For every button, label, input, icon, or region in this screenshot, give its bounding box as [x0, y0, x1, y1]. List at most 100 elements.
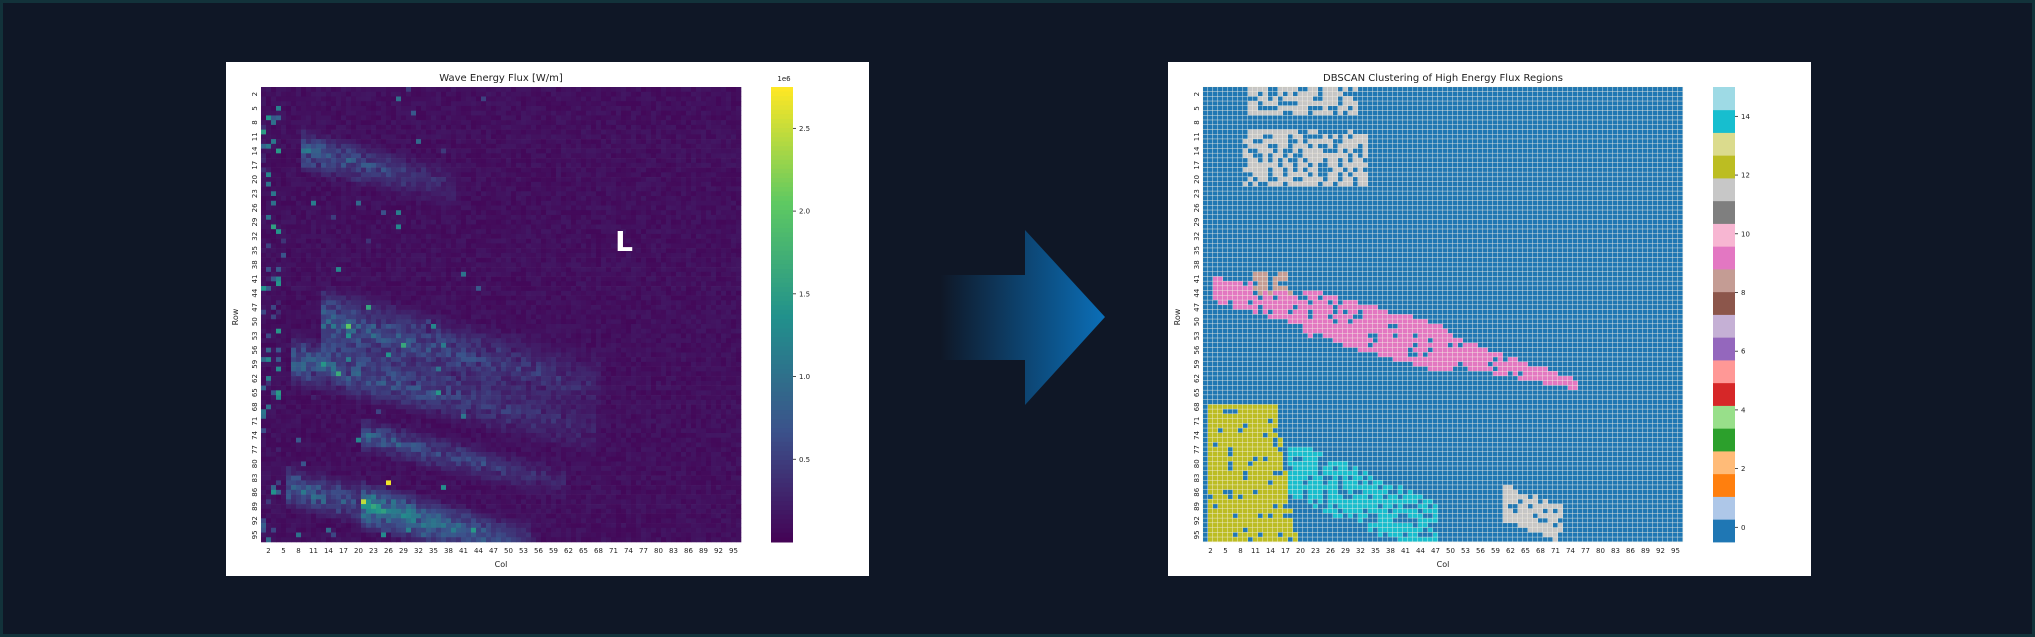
x-tick-labels: 2 5 8 11 14 17 20 23 26 29 32 35 38 41 44 47 50 53 56 59 62 6… — [266, 547, 738, 555]
y-tick-label: 47 — [251, 303, 259, 312]
chart-title: Wave Energy Flux [W/m] — [439, 73, 563, 84]
y-tick-label: 59 — [251, 360, 259, 369]
x-tick-label: 47 — [1431, 547, 1440, 555]
y-tick-label: 8 — [1193, 120, 1201, 124]
y-tick-labels: 2 5 8 11 14 17 20 23 26 29 32 35 38 41 44 47 50 53 56 59 62 6… — [1193, 92, 1201, 539]
x-tick-label: 68 — [1536, 547, 1545, 555]
y-tick-label: 35 — [251, 246, 259, 255]
x-tick-label: 32 — [1356, 547, 1365, 555]
y-tick-label: 20 — [251, 175, 259, 184]
colorbar-tick-label: 2.0 — [799, 208, 810, 216]
x-tick-label: 35 — [429, 547, 438, 555]
y-tick-label: 23 — [251, 189, 259, 198]
x-tick-label: 44 — [1416, 547, 1425, 555]
y-tick-label: 71 — [1193, 417, 1201, 426]
y-tick-label: 56 — [251, 345, 259, 354]
heatmap-cells — [1202, 86, 1684, 543]
y-tick-label: 95 — [251, 530, 259, 539]
y-tick-label: 89 — [251, 502, 259, 511]
x-tick-label: 95 — [729, 547, 738, 555]
y-axis-label: Row — [231, 308, 240, 325]
colorbar-tick-label: 12 — [1741, 172, 1750, 180]
x-tick-label: 59 — [1491, 547, 1500, 555]
x-tick-label: 89 — [1641, 547, 1650, 555]
colorbar: 2.5 2.0 1.5 1.0 0.5 — [771, 87, 810, 543]
y-tick-label: 74 — [1193, 430, 1201, 439]
colorbar-tick-label: 4 — [1741, 406, 1746, 414]
y-tick-label: 17 — [251, 161, 259, 170]
colorbar-tick-label: 2.5 — [799, 125, 810, 133]
y-tick-label: 80 — [251, 459, 259, 468]
x-tick-label: 32 — [414, 547, 423, 555]
y-tick-label: 35 — [1193, 246, 1201, 255]
colorbar-tick-label: 10 — [1741, 230, 1750, 238]
x-tick-label: 41 — [459, 547, 468, 555]
y-tick-label: 89 — [1193, 502, 1201, 511]
x-axis-label: Col — [1437, 560, 1450, 569]
y-tick-label: 92 — [1193, 516, 1201, 525]
y-tick-label: 68 — [1193, 402, 1201, 411]
y-tick-label: 80 — [1193, 459, 1201, 468]
x-tick-label: 80 — [1596, 547, 1605, 555]
x-tick-label: 95 — [1671, 547, 1680, 555]
y-tick-label: 2 — [251, 92, 259, 96]
right-arrow-icon — [940, 230, 1105, 405]
x-tick-label: 80 — [654, 547, 663, 555]
x-tick-label: 17 — [339, 547, 348, 555]
dbscan-heatmap-chart: DBSCAN Clustering of High Energy Flux Re… — [1173, 73, 1750, 569]
y-tick-label: 74 — [251, 430, 259, 439]
y-tick-label: 47 — [1193, 303, 1201, 312]
x-tick-label: 77 — [639, 547, 648, 555]
colorbar: 14 12 10 8 6 4 2 0 — [1713, 87, 1750, 543]
x-tick-label: 26 — [1326, 547, 1335, 555]
y-tick-label: 11 — [251, 132, 259, 141]
x-tick-label: 20 — [1296, 547, 1305, 555]
y-tick-label: 95 — [1193, 530, 1201, 539]
x-tick-label: 92 — [1656, 547, 1665, 555]
y-tick-label: 53 — [1193, 331, 1201, 340]
colorbar-tick-label: 14 — [1741, 113, 1750, 121]
colorbar-multiplier: 1e6 — [777, 75, 791, 83]
y-tick-label: 62 — [1193, 374, 1201, 383]
x-tick-label: 8 — [1238, 547, 1242, 555]
y-tick-label: 38 — [1193, 260, 1201, 269]
x-tick-label: 65 — [579, 547, 588, 555]
x-tick-label: 47 — [489, 547, 498, 555]
y-tick-label: 83 — [1193, 474, 1201, 483]
x-tick-label: 23 — [369, 547, 378, 555]
colorbar-tick-label: 2 — [1741, 465, 1745, 473]
y-tick-label: 23 — [1193, 189, 1201, 198]
colorbar-tick-label: 6 — [1741, 348, 1746, 356]
x-tick-label: 56 — [534, 547, 543, 555]
y-tick-label: 32 — [1193, 232, 1201, 241]
y-tick-label: 29 — [1193, 218, 1201, 227]
x-tick-label: 50 — [504, 547, 513, 555]
x-tick-label: 5 — [1223, 547, 1227, 555]
y-tick-label: 50 — [251, 317, 259, 326]
x-tick-label: 14 — [324, 547, 333, 555]
x-tick-label: 56 — [1476, 547, 1485, 555]
y-tick-label: 11 — [1193, 132, 1201, 141]
x-tick-label: 74 — [1566, 547, 1575, 555]
x-axis-label: Col — [495, 560, 508, 569]
colorbar-tick-label: 1.0 — [799, 373, 810, 381]
x-tick-label: 26 — [384, 547, 393, 555]
y-tick-label: 86 — [251, 487, 259, 496]
x-tick-label: 2 — [266, 547, 270, 555]
flux-heatmap-chart: Wave Energy Flux [W/m] 2 5 8 11 14 17 20 23 26 29… — [231, 73, 810, 569]
x-tick-label: 86 — [684, 547, 693, 555]
y-tick-label: 77 — [1193, 445, 1201, 454]
x-tick-label: 20 — [354, 547, 363, 555]
x-tick-label: 8 — [296, 547, 300, 555]
colorbar-tick-label: 0.5 — [799, 456, 810, 464]
x-tick-label: 71 — [609, 547, 618, 555]
y-tick-label: 83 — [251, 474, 259, 483]
y-tick-label: 14 — [251, 146, 259, 155]
y-tick-label: 65 — [1193, 388, 1201, 397]
x-tick-label: 62 — [564, 547, 573, 555]
x-tick-label: 92 — [714, 547, 723, 555]
annotation-L: L — [615, 225, 633, 258]
y-tick-label: 41 — [251, 274, 259, 283]
y-tick-label: 71 — [251, 417, 259, 426]
